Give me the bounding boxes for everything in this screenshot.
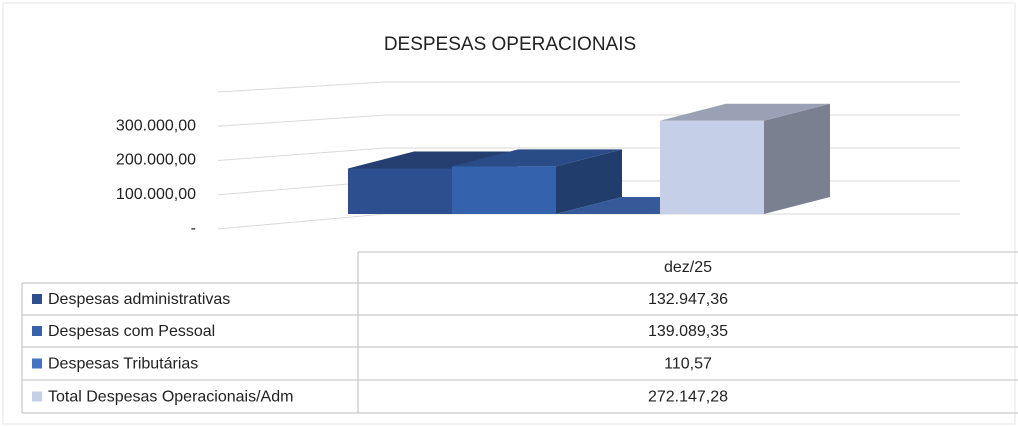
bar [452, 149, 622, 214]
legend-label: Total Despesas Operacionais/Adm [48, 389, 293, 406]
table-value: 110,57 [664, 356, 712, 373]
legend-label: Despesas Tributárias [48, 356, 198, 373]
bar-front [452, 166, 556, 214]
bar-side [556, 149, 622, 214]
bar-front [660, 120, 764, 214]
legend-swatch [32, 326, 42, 336]
chart-title: DESPESAS OPERACIONAIS [384, 34, 636, 55]
bar-top [660, 103, 830, 121]
legend-label: Despesas com Pessoal [48, 323, 215, 340]
table-header: dez/25 [664, 259, 712, 276]
wall-edge [217, 81, 960, 93]
bar-top [452, 149, 622, 167]
y-tick-label: - [191, 220, 196, 237]
bar [660, 103, 830, 214]
bar-front [348, 168, 452, 214]
y-tick-label: 300.000,00 [116, 117, 196, 134]
legend-label: Despesas administrativas [48, 291, 230, 308]
y-tick-label: 200.000,00 [116, 152, 196, 169]
bar-side [764, 103, 830, 214]
bar-top [348, 151, 518, 169]
y-tick-label: 100.000,00 [116, 186, 196, 203]
legend-swatch [32, 294, 42, 304]
legend-swatch [32, 358, 42, 369]
table-value: 132.947,36 [648, 291, 728, 308]
table-value: 272.147,28 [648, 389, 728, 406]
table-value: 139.089,35 [648, 323, 728, 340]
legend-swatch [32, 391, 42, 402]
